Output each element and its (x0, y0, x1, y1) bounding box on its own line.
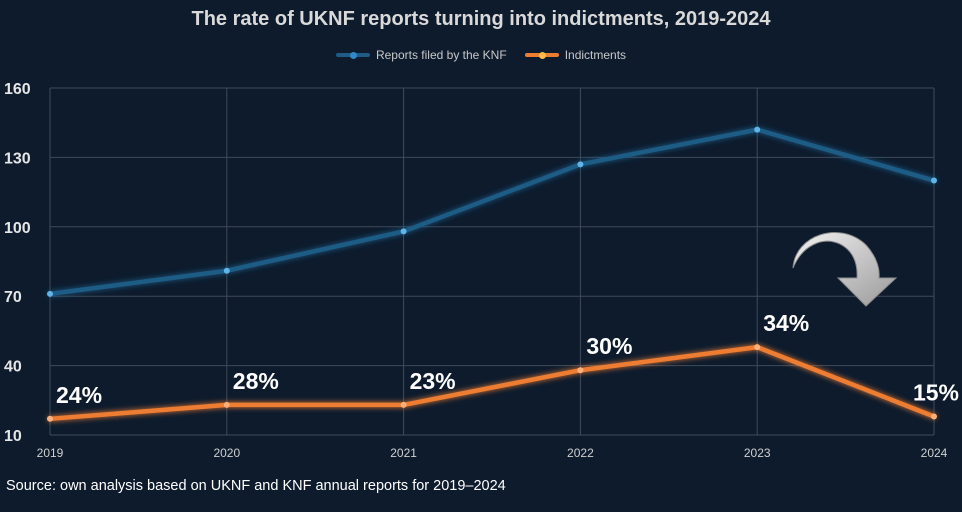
y-tick-label-130: 130 (4, 150, 31, 167)
x-tick-label-2021: 2021 (390, 446, 417, 460)
x-tick-label-2019: 2019 (37, 446, 64, 460)
data-label-2020: 28% (233, 368, 279, 394)
y-tick-label-10: 10 (4, 428, 22, 445)
series-line-reports (50, 130, 934, 294)
source-note: Source: own analysis based on UKNF and K… (6, 478, 506, 494)
y-tick-label-70: 70 (4, 289, 22, 306)
data-point-reports-2020 (224, 268, 230, 274)
data-point-indictments-2024 (931, 413, 937, 419)
data-label-2022: 30% (586, 333, 632, 359)
data-point-reports-2019 (47, 291, 53, 297)
arrow-down-icon (793, 233, 896, 306)
data-point-reports-2021 (401, 228, 407, 234)
data-label-2023: 34% (763, 310, 809, 336)
y-tick-label-160: 160 (4, 81, 31, 98)
x-tick-label-2020: 2020 (213, 446, 240, 460)
data-point-indictments-2020 (224, 402, 230, 408)
data-point-indictments-2019 (47, 416, 53, 422)
chart-plot-area: 1040701001301602019 2020 2021 2022 2023 2024 … (0, 0, 962, 512)
data-point-indictments-2023 (754, 344, 760, 350)
data-point-indictments-2021 (401, 402, 407, 408)
data-point-reports-2022 (577, 161, 583, 167)
data-label-2024: 15% (913, 379, 959, 405)
x-tick-label-2023: 2023 (744, 446, 771, 460)
y-tick-label-100: 100 (4, 220, 31, 237)
data-label-2019: 24% (56, 382, 102, 408)
x-tick-label-2022: 2022 (567, 446, 594, 460)
x-tick-label-2024: 2024 (921, 446, 948, 460)
series-line-indictments (50, 347, 934, 419)
data-point-indictments-2022 (577, 367, 583, 373)
data-point-reports-2023 (754, 127, 760, 133)
data-label-2021: 23% (410, 368, 456, 394)
y-tick-label-40: 40 (4, 359, 22, 376)
data-point-reports-2024 (931, 178, 937, 184)
